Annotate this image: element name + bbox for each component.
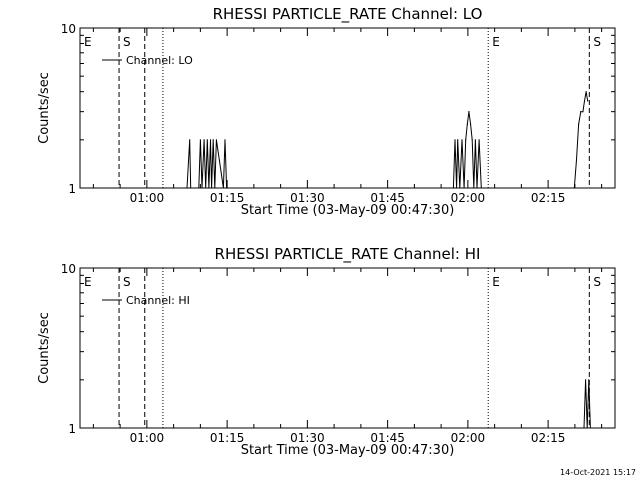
panel-2-event-marker-label: E: [492, 275, 500, 289]
panel-1-y-tick-label: 1: [68, 182, 76, 196]
panel-2-legend-label: Channel: HI: [126, 294, 190, 307]
panel-2-event-marker-label: S: [123, 275, 131, 289]
panel-1-data-point: [206, 139, 208, 141]
panel-1-x-tick-label: 01:45: [370, 191, 405, 205]
panel-1-x-axis-label: Start Time (03-May-09 00:47:30): [241, 203, 455, 218]
panel-1-x-tick-label: 01:30: [290, 191, 325, 205]
panel-1-data-point: [215, 139, 218, 141]
panel-1-data-point: [582, 111, 584, 113]
panel-1-y-axis-label: Counts/sec: [37, 72, 52, 144]
panel-1-data-point: [203, 139, 205, 141]
panel-1-data-point: [585, 91, 587, 93]
panel-1-data-point: [224, 139, 226, 141]
panel-1-data-point: [478, 139, 480, 141]
panel-1-data-point: [580, 111, 582, 113]
panel-1-event-marker-label: S: [123, 35, 131, 49]
panel-1-data-point: [454, 139, 456, 141]
panel-1-x-tick-label: 01:15: [210, 191, 245, 205]
panel-2-x-tick-label: 01:30: [290, 431, 325, 445]
panel-1-series-line: [186, 91, 589, 189]
panel-2-series-line: [583, 379, 592, 429]
panel-2-y-tick-label: 10: [61, 262, 76, 276]
panel-1-data-point: [189, 139, 191, 141]
panel-1-legend-label: Channel: LO: [126, 54, 193, 67]
panel-1-event-marker-label: S: [593, 35, 601, 49]
panel-1-data-point: [469, 123, 472, 125]
panel-1-data-point: [209, 139, 212, 141]
panel-2-y-tick-label: 1: [68, 422, 76, 436]
panel-2-x-tick-label: 02:15: [531, 431, 566, 445]
panel-1-data-point: [583, 100, 586, 102]
panel-1-event-marker-label: E: [492, 35, 500, 49]
panel-1-event-marker-label: E: [84, 35, 92, 49]
panel-1-data-point: [474, 139, 476, 141]
panel-1-data-point: [212, 139, 214, 141]
panel-1-plot-frame: [79, 27, 616, 189]
timestamp-footer: 14-Oct-2021 15:17: [560, 468, 636, 477]
panel-2-plot-frame: [79, 267, 616, 429]
panel-2-x-axis-label: Start Time (03-May-09 00:47:30): [241, 443, 455, 458]
panel-2-y-axis-label: Counts/sec: [37, 312, 52, 384]
panel-1-data-point: [578, 123, 580, 125]
panel-2-x-tick-label: 01:15: [210, 431, 245, 445]
panel-2-x-tick-label: 01:45: [370, 431, 405, 445]
panel-2-x-tick-label: 02:00: [451, 431, 486, 445]
panel-1-data-point: [471, 139, 473, 141]
panel-1-data-point: [466, 123, 468, 125]
panel-2-x-tick-label: 01:00: [130, 431, 165, 445]
panel-1-data-point: [465, 139, 467, 141]
panel-1-title: RHESSI PARTICLE_RATE Channel: LO: [213, 5, 483, 24]
panel-1-data-point: [587, 100, 589, 102]
panel-2-title: RHESSI PARTICLE_RATE Channel: HI: [215, 245, 481, 264]
panel-2-event-marker-label: S: [593, 275, 601, 289]
panel-1-x-tick-label: 01:00: [130, 191, 165, 205]
panel-1-x-tick-label: 02:15: [531, 191, 566, 205]
panel-1-data-point: [461, 139, 463, 141]
panel-2-event-marker-label: E: [84, 275, 92, 289]
panel-2-data-point: [584, 379, 587, 381]
panel-1-x-tick-label: 02:00: [451, 191, 486, 205]
panel-1-data-point: [575, 159, 578, 161]
panel-1-data-point: [199, 139, 201, 141]
panel-1-y-tick-label: 10: [61, 22, 76, 36]
panel-1-data-point: [457, 139, 459, 141]
panel-2-data-point: [588, 379, 590, 381]
panel-1-data-point: [468, 111, 470, 113]
